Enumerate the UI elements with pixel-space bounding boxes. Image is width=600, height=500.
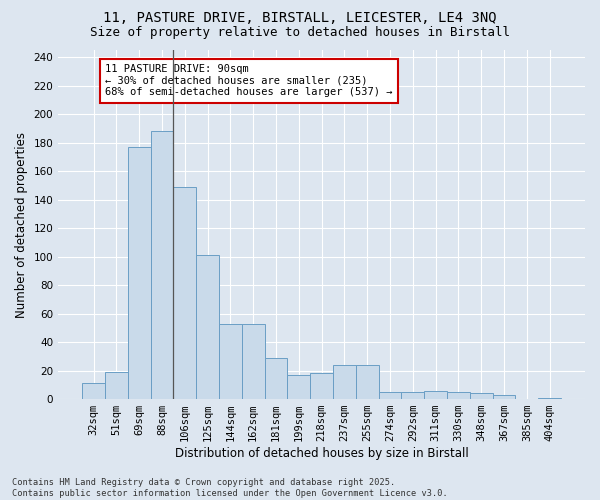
Bar [379,392,401,399]
Bar [470,394,493,399]
Text: Size of property relative to detached houses in Birstall: Size of property relative to detached ho… [90,26,510,39]
Bar [151,131,173,399]
Bar [173,187,196,399]
Text: 11 PASTURE DRIVE: 90sqm
← 30% of detached houses are smaller (235)
68% of semi-d: 11 PASTURE DRIVE: 90sqm ← 30% of detache… [105,64,392,98]
Bar [333,365,356,399]
Bar [538,398,561,399]
Bar [196,255,219,399]
Bar [493,395,515,399]
Bar [265,358,287,399]
Bar [424,390,447,399]
X-axis label: Distribution of detached houses by size in Birstall: Distribution of detached houses by size … [175,447,469,460]
Bar [105,372,128,399]
Text: 11, PASTURE DRIVE, BIRSTALL, LEICESTER, LE4 3NQ: 11, PASTURE DRIVE, BIRSTALL, LEICESTER, … [103,11,497,25]
Bar [356,365,379,399]
Bar [242,324,265,399]
Y-axis label: Number of detached properties: Number of detached properties [15,132,28,318]
Bar [82,384,105,399]
Bar [128,147,151,399]
Bar [310,374,333,399]
Bar [447,392,470,399]
Text: Contains HM Land Registry data © Crown copyright and database right 2025.
Contai: Contains HM Land Registry data © Crown c… [12,478,448,498]
Bar [401,392,424,399]
Bar [219,324,242,399]
Bar [287,375,310,399]
